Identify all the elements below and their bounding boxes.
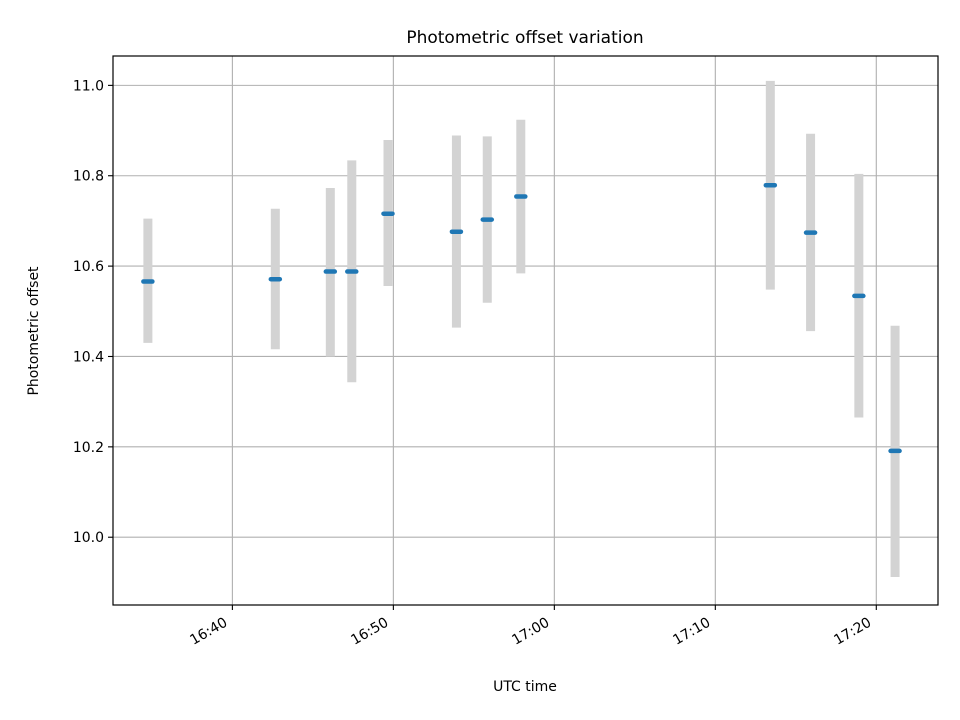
y-axis: 10.0 10.2 10.4 10.6 10.8 11.0 [73,78,113,546]
y-axis-label: Photometric offset [26,266,42,396]
data-markers [141,182,902,454]
y-tick-label: 10.4 [73,349,104,365]
y-tick-label: 10.0 [73,530,104,546]
y-tick-label: 10.2 [73,440,104,456]
chart-title: Photometric offset variation [406,28,643,48]
y-tick-label: 10.8 [73,169,104,185]
y-tick-label: 11.0 [73,78,104,94]
plot-frame [112,55,939,606]
grid [113,56,938,605]
x-axis-label: UTC time [493,679,557,695]
y-tick-label: 10.6 [73,259,104,275]
